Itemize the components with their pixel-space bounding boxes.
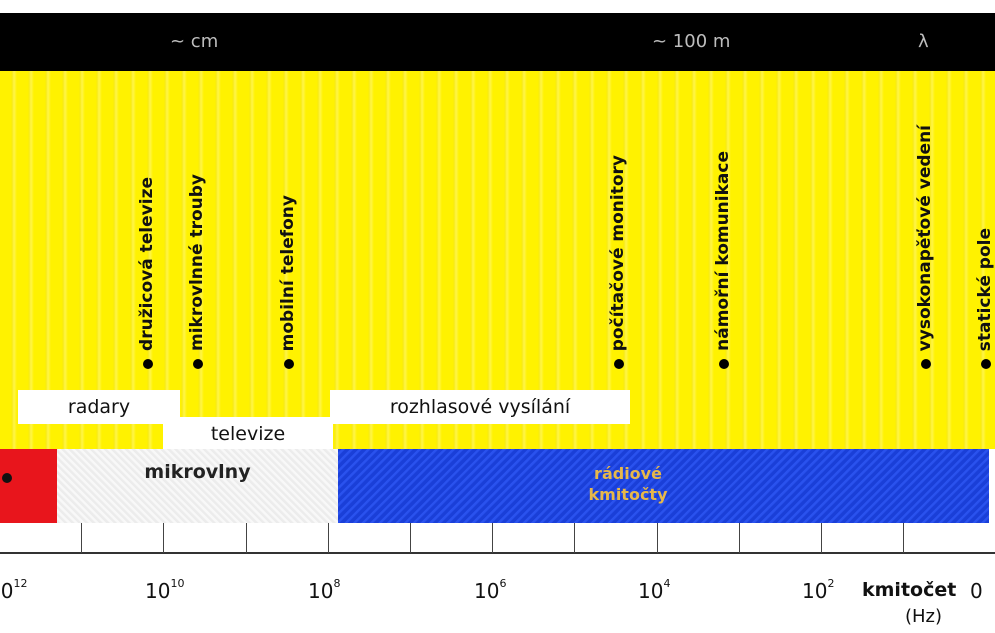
microwave-label: mikrovlny <box>144 461 251 483</box>
axis-tick <box>657 523 658 553</box>
application-label: mobilní telefony <box>278 194 298 351</box>
axis-unit: (Hz) <box>905 606 943 627</box>
bullet-icon <box>143 359 153 369</box>
application-label: statické pole <box>975 227 995 351</box>
infrared-band <box>0 449 57 523</box>
application-label: vysokonapěťové vedení <box>915 124 935 351</box>
use-televize: televize <box>163 417 333 451</box>
axis-tick <box>81 523 82 553</box>
axis-line <box>0 552 995 554</box>
bullet-icon <box>284 359 294 369</box>
bullet-icon <box>193 359 203 369</box>
bullet-icon <box>719 359 729 369</box>
radio-label: rádiové kmitočty <box>588 463 668 505</box>
application-label: námořní komunikace <box>713 151 733 351</box>
use-rozhlasove-vysilani: rozhlasové vysílání <box>330 390 630 424</box>
axis-tick <box>739 523 740 553</box>
bullet-icon <box>614 359 624 369</box>
tick-label-10-8: 108 <box>308 577 341 603</box>
application-label: počítačové monitory <box>608 154 628 351</box>
wavelength-bar: ~ cm ~ 100 m λ <box>0 13 995 71</box>
application-label: mikrovlnné trouby <box>187 173 207 351</box>
axis-tick <box>246 523 247 553</box>
application-label: družicová televize <box>137 177 157 351</box>
bullet-icon <box>981 359 991 369</box>
radio-label-line1: rádiové <box>594 464 662 483</box>
axis-tick <box>163 523 164 553</box>
tick-label-10-6: 106 <box>474 577 507 603</box>
axis-tick <box>492 523 493 553</box>
wavelength-symbol: λ <box>918 31 929 52</box>
tick-label-0: 0 <box>970 579 983 603</box>
tick-label-10-10: 1010 <box>145 577 185 603</box>
use-radary: radary <box>18 390 180 424</box>
bullet-icon <box>921 359 931 369</box>
tick-label-10-2: 102 <box>802 577 835 603</box>
axis-tick <box>821 523 822 553</box>
tick-label-10-12: 1012 <box>0 577 28 603</box>
wavelength-label-100m: ~ 100 m <box>652 31 731 52</box>
axis-tick <box>410 523 411 553</box>
axis-tick <box>903 523 904 553</box>
bullet-icon <box>2 473 12 483</box>
microwave-band: mikrovlny <box>57 449 338 523</box>
frequency-axis: 1012 1010 108 106 104 102 kmitočet 0 (Hz… <box>0 523 995 633</box>
axis-tick <box>328 523 329 553</box>
radio-label-line2: kmitočty <box>588 485 668 504</box>
radio-band: rádiové kmitočty <box>338 449 989 523</box>
axis-title: kmitočet <box>862 579 957 601</box>
applications-band: družicová televize mikrovlnné trouby mob… <box>0 71 995 449</box>
wavelength-label-cm: ~ cm <box>170 31 219 52</box>
axis-tick <box>574 523 575 553</box>
tick-label-10-4: 104 <box>638 577 671 603</box>
